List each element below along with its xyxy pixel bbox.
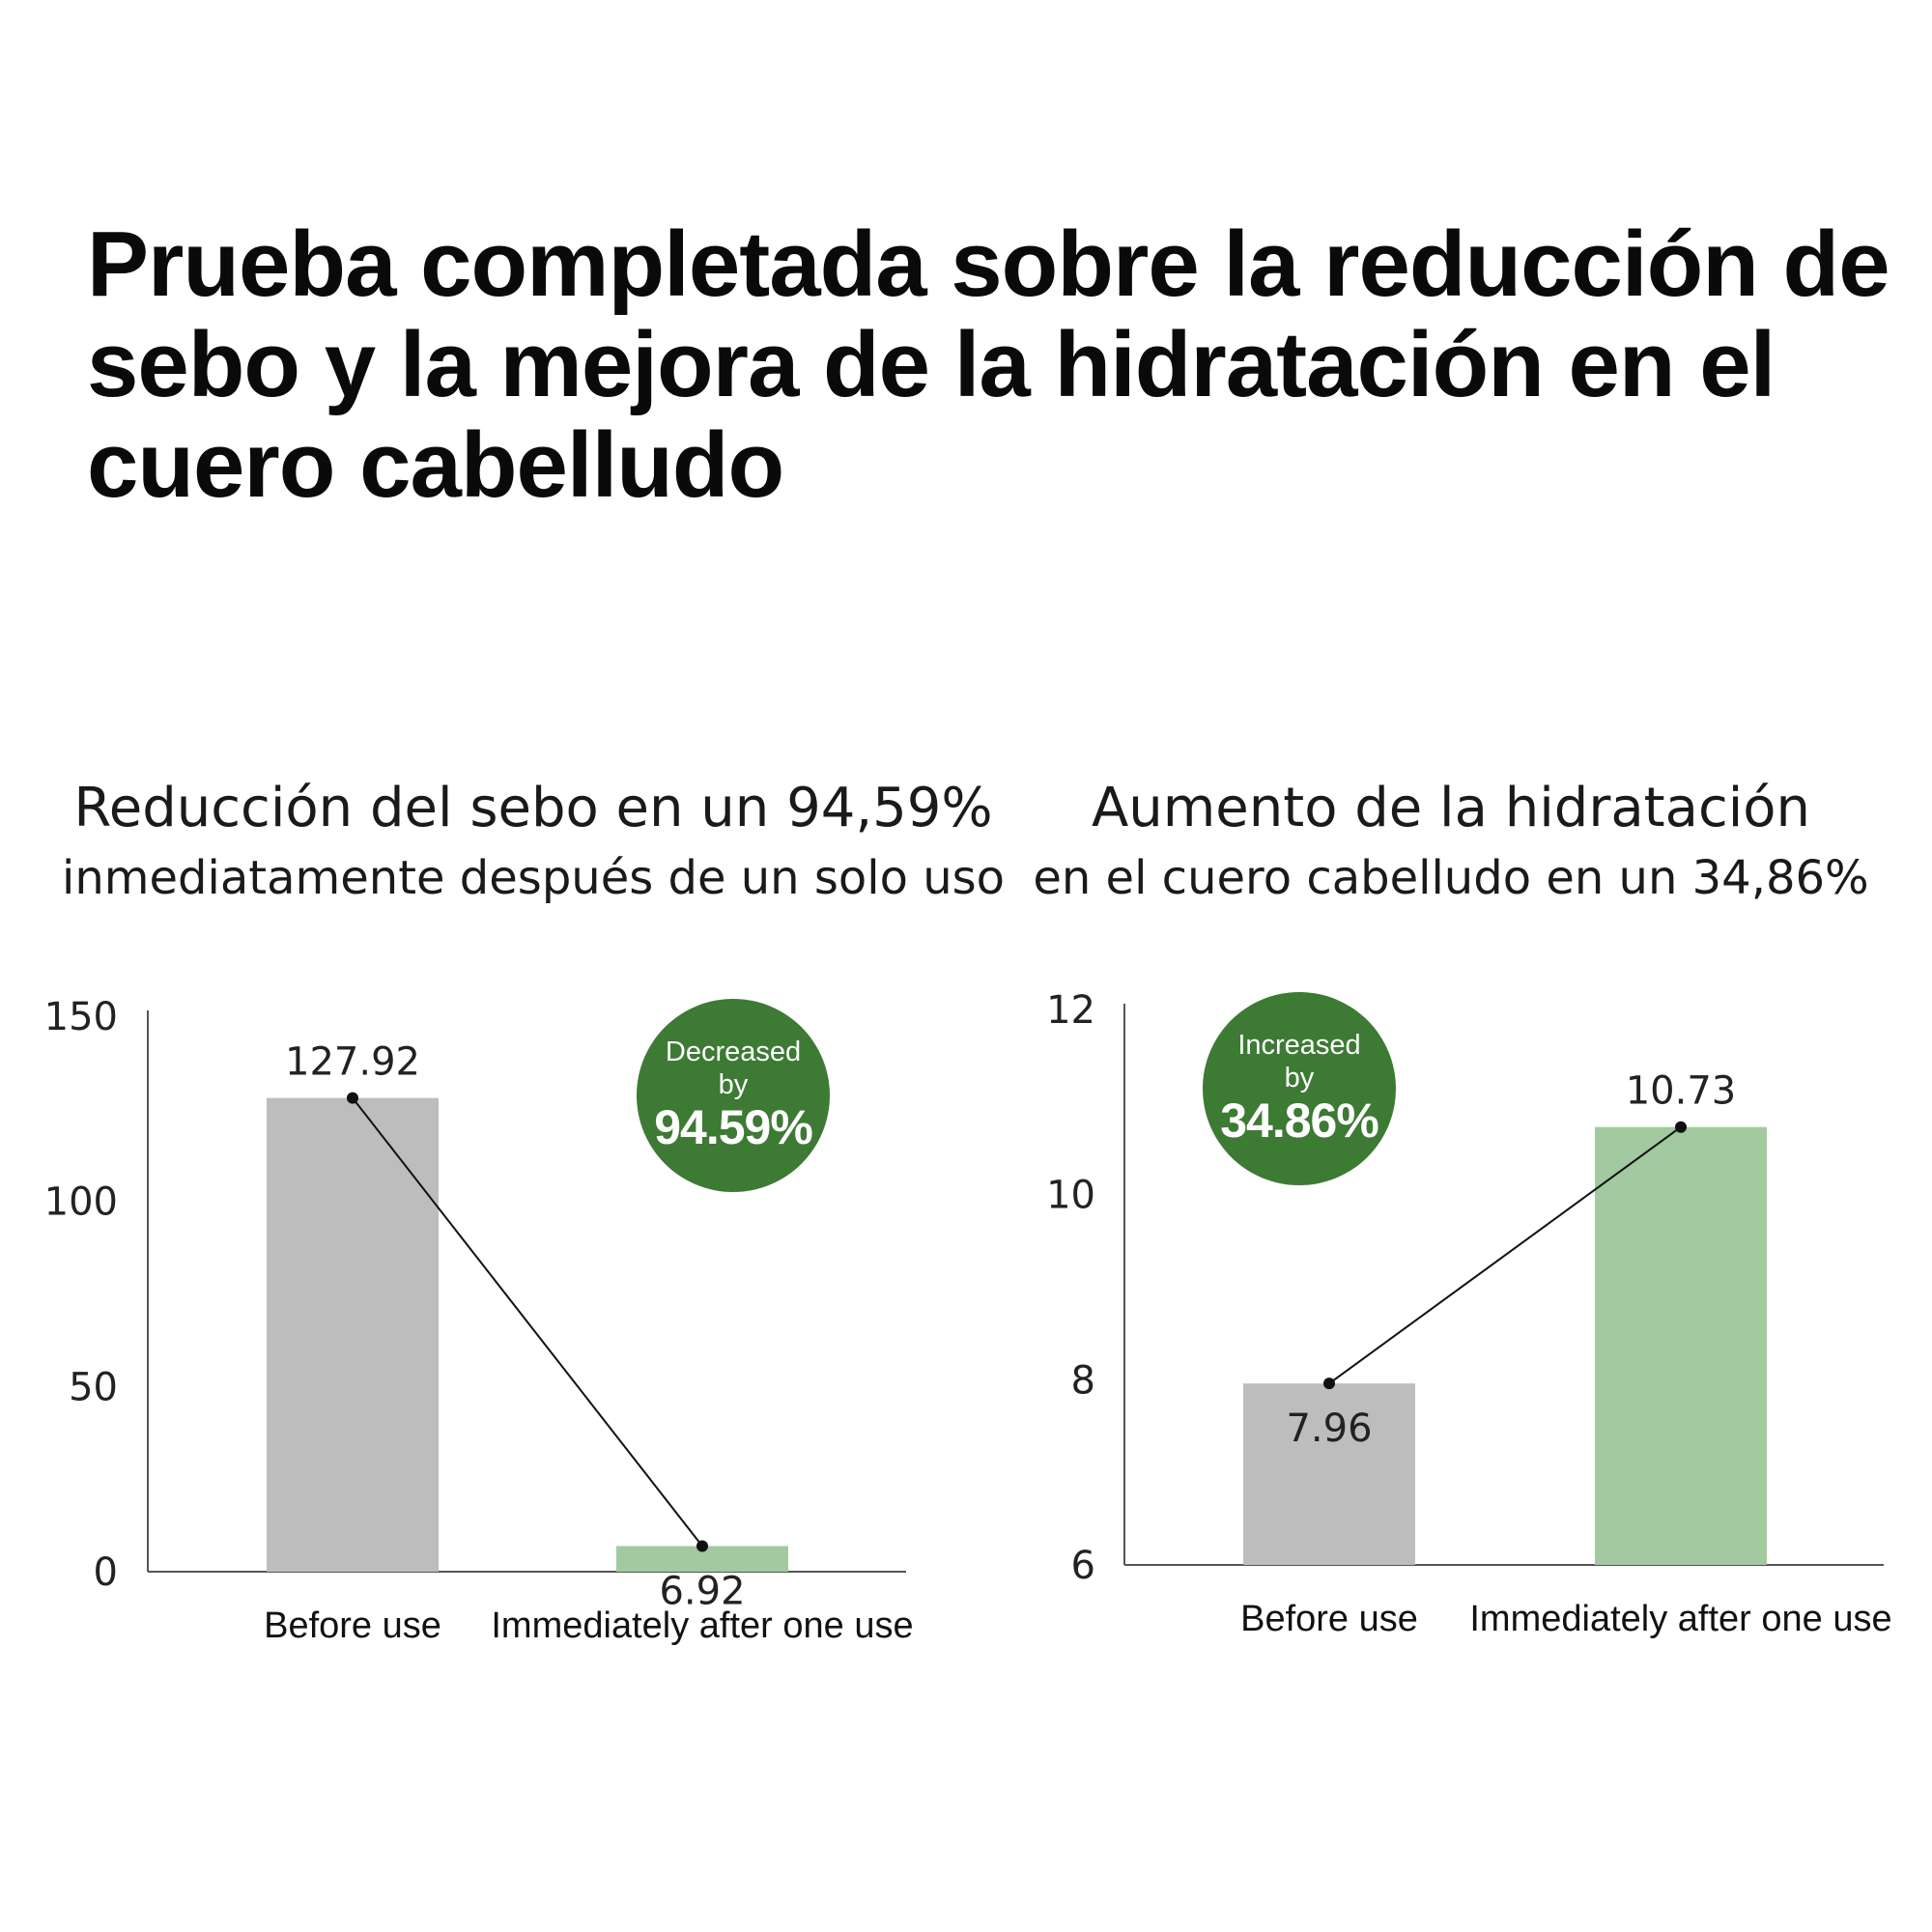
hydration-badge-circle [1203, 992, 1396, 1185]
sebum-bar-before [267, 1097, 439, 1572]
sebum-connector-line [352, 1097, 703, 1548]
page-title: Prueba completada sobre la reducción de … [87, 213, 1890, 517]
sebum-y-tick-label: 100 [44, 1180, 118, 1225]
hydration-connector-dot [1323, 1378, 1335, 1390]
sebum-badge-line-1: Decreased [666, 1037, 801, 1067]
sebum-chart-heading-line-1: Reducción del sebo en un 94,59% [73, 777, 993, 839]
sebum-badge-value: 94.59% [654, 1100, 812, 1154]
sebum-badge-circle [637, 999, 830, 1192]
page-title-line-3: cuero cabelludo [87, 413, 784, 517]
hydration-y-tick-label: 10 [1046, 1174, 1095, 1218]
hydration-value-label: 7.96 [1286, 1406, 1372, 1451]
hydration-badge-line-2: by [1285, 1063, 1315, 1094]
hydration-chart-heading: Aumento de la hidratación en el cuero ca… [1016, 773, 1886, 912]
hydration-chart-heading-line-1: Aumento de la hidratación [1091, 777, 1811, 839]
hydration-connector-dot [1675, 1121, 1687, 1133]
hydration-bar-before [1243, 1383, 1415, 1565]
hydration-y-tick-label: 6 [1071, 1544, 1095, 1588]
sebum-connector-dot [347, 1092, 358, 1104]
sebum-connector-dot [696, 1540, 708, 1552]
sebum-chart-heading-line-2: inmediatamente después de un solo uso [61, 851, 1005, 905]
sebum-y-tick-label: 0 [94, 1550, 118, 1595]
hydration-value-label: 10.73 [1626, 1069, 1737, 1114]
hydration-category-label: Immediately after one use [1469, 1599, 1891, 1639]
sebum-chart-heading: Reducción del sebo en un 94,59% inmediat… [50, 773, 1016, 912]
sebum-y-tick-label: 150 [44, 995, 118, 1039]
hydration-y-tick-label: 8 [1071, 1358, 1095, 1403]
hydration-badge-line-1: Increased [1237, 1030, 1360, 1061]
sebum-y-tick-label: 50 [69, 1365, 118, 1409]
hydration-category-label: Before use [1240, 1599, 1418, 1639]
sebum-category-label: Immediately after one use [491, 1605, 913, 1646]
sebum-value-label: 127.92 [285, 1040, 420, 1085]
hydration-badge-value: 34.86% [1220, 1094, 1378, 1148]
sebum-value-label: 6.92 [659, 1569, 745, 1613]
page-title-line-1: Prueba completada sobre la reducción de [87, 213, 1890, 316]
sebum-bar-chart: 0 50 100 150 127.92 6.92 Before use Immediately… [44, 995, 914, 1646]
hydration-connector-line [1328, 1125, 1682, 1384]
hydration-y-tick-label: 12 [1046, 988, 1095, 1033]
page-title-line-2: sebo y la mejora de la hidratación en el [87, 313, 1776, 416]
hydration-chart-heading-line-2: en el cuero cabelludo en un 34,86% [1033, 851, 1869, 905]
sebum-badge-line-2: by [719, 1069, 749, 1100]
hydration-bar-after [1595, 1126, 1767, 1565]
sebum-category-label: Before use [264, 1605, 441, 1646]
